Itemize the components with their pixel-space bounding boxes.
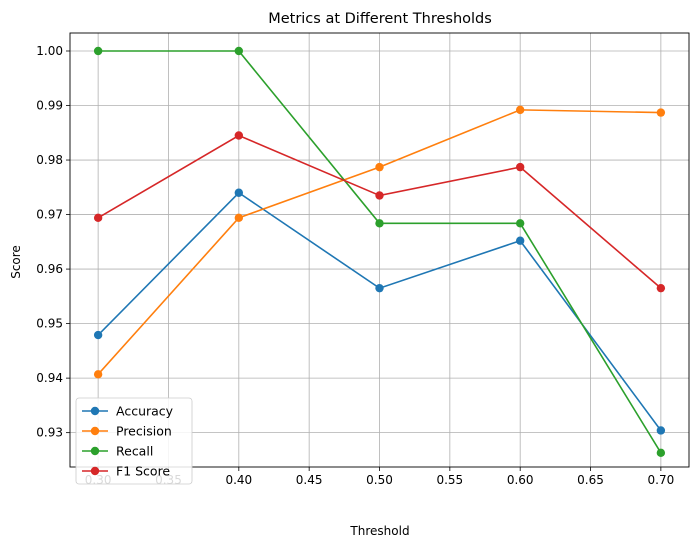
legend-swatch-marker: [90, 446, 100, 456]
x-tick-label: 0.50: [366, 473, 393, 487]
grid: [70, 33, 689, 467]
legend-swatch-marker: [90, 406, 100, 416]
x-tick-label: 0.55: [436, 473, 463, 487]
x-tick-label: 0.70: [648, 473, 675, 487]
accuracy-point: [375, 283, 384, 293]
series-recall: [93, 46, 666, 458]
x-axis-label: Threshold: [349, 524, 409, 538]
x-tick-label: 0.40: [225, 473, 252, 487]
y-tick-label: 0.97: [36, 208, 63, 222]
y-tick-label: 0.93: [36, 426, 63, 440]
legend-label: F1 Score: [116, 464, 170, 479]
series-precision: [93, 105, 666, 379]
series-lines: [93, 46, 666, 458]
recall-point: [93, 46, 103, 56]
y-axis-ticks: 0.93 0.94 0.95 0.96 0.97 0.98 0.99 1.00: [36, 44, 70, 440]
chart-title: Metrics at Different Thresholds: [268, 11, 492, 27]
x-tick-label: 0.60: [507, 473, 534, 487]
legend-item-precision: Precision: [82, 424, 172, 439]
precision-point: [93, 370, 103, 379]
y-tick-label: 1.00: [36, 44, 63, 58]
f1-score-point: [515, 162, 525, 172]
legend-label: Recall: [116, 444, 153, 459]
precision-point: [515, 105, 525, 115]
y-tick-label: 0.94: [36, 371, 63, 385]
series-accuracy: [93, 188, 666, 435]
legend: Accuracy Precision Recall F1 Score: [75, 397, 193, 485]
y-tick-label: 0.96: [36, 262, 63, 276]
accuracy-point: [234, 188, 244, 197]
legend-swatch-marker: [90, 426, 100, 436]
legend-item-recall: Recall: [82, 444, 153, 459]
y-tick-label: 0.98: [36, 153, 63, 167]
legend-item-f1-score: F1 Score: [82, 464, 170, 479]
precision-point: [234, 213, 244, 223]
f1-score-point: [656, 283, 666, 293]
y-tick-label: 0.99: [36, 99, 63, 113]
f1-score-point: [93, 213, 103, 223]
f1-score-point: [234, 131, 244, 140]
legend-label: Precision: [116, 424, 172, 439]
accuracy-point: [656, 426, 666, 435]
y-tick-label: 0.95: [36, 317, 63, 331]
precision-point: [375, 162, 384, 172]
accuracy-point: [515, 236, 525, 245]
x-tick-label: 0.65: [577, 473, 604, 487]
legend-swatch-marker: [90, 466, 100, 476]
accuracy-point: [93, 330, 103, 340]
legend-item-accuracy: Accuracy: [82, 404, 174, 419]
y-axis-label: Score: [9, 245, 23, 279]
legend-label: Accuracy: [116, 404, 174, 419]
x-tick-label: 0.45: [296, 473, 323, 487]
recall-point: [515, 219, 525, 228]
recall-point: [234, 46, 244, 56]
f1-score-point: [375, 191, 384, 200]
recall-point: [375, 219, 384, 228]
precision-point: [656, 108, 666, 117]
recall-point: [656, 448, 666, 458]
series-f1-score: [93, 131, 666, 293]
legend-box: [75, 397, 193, 485]
